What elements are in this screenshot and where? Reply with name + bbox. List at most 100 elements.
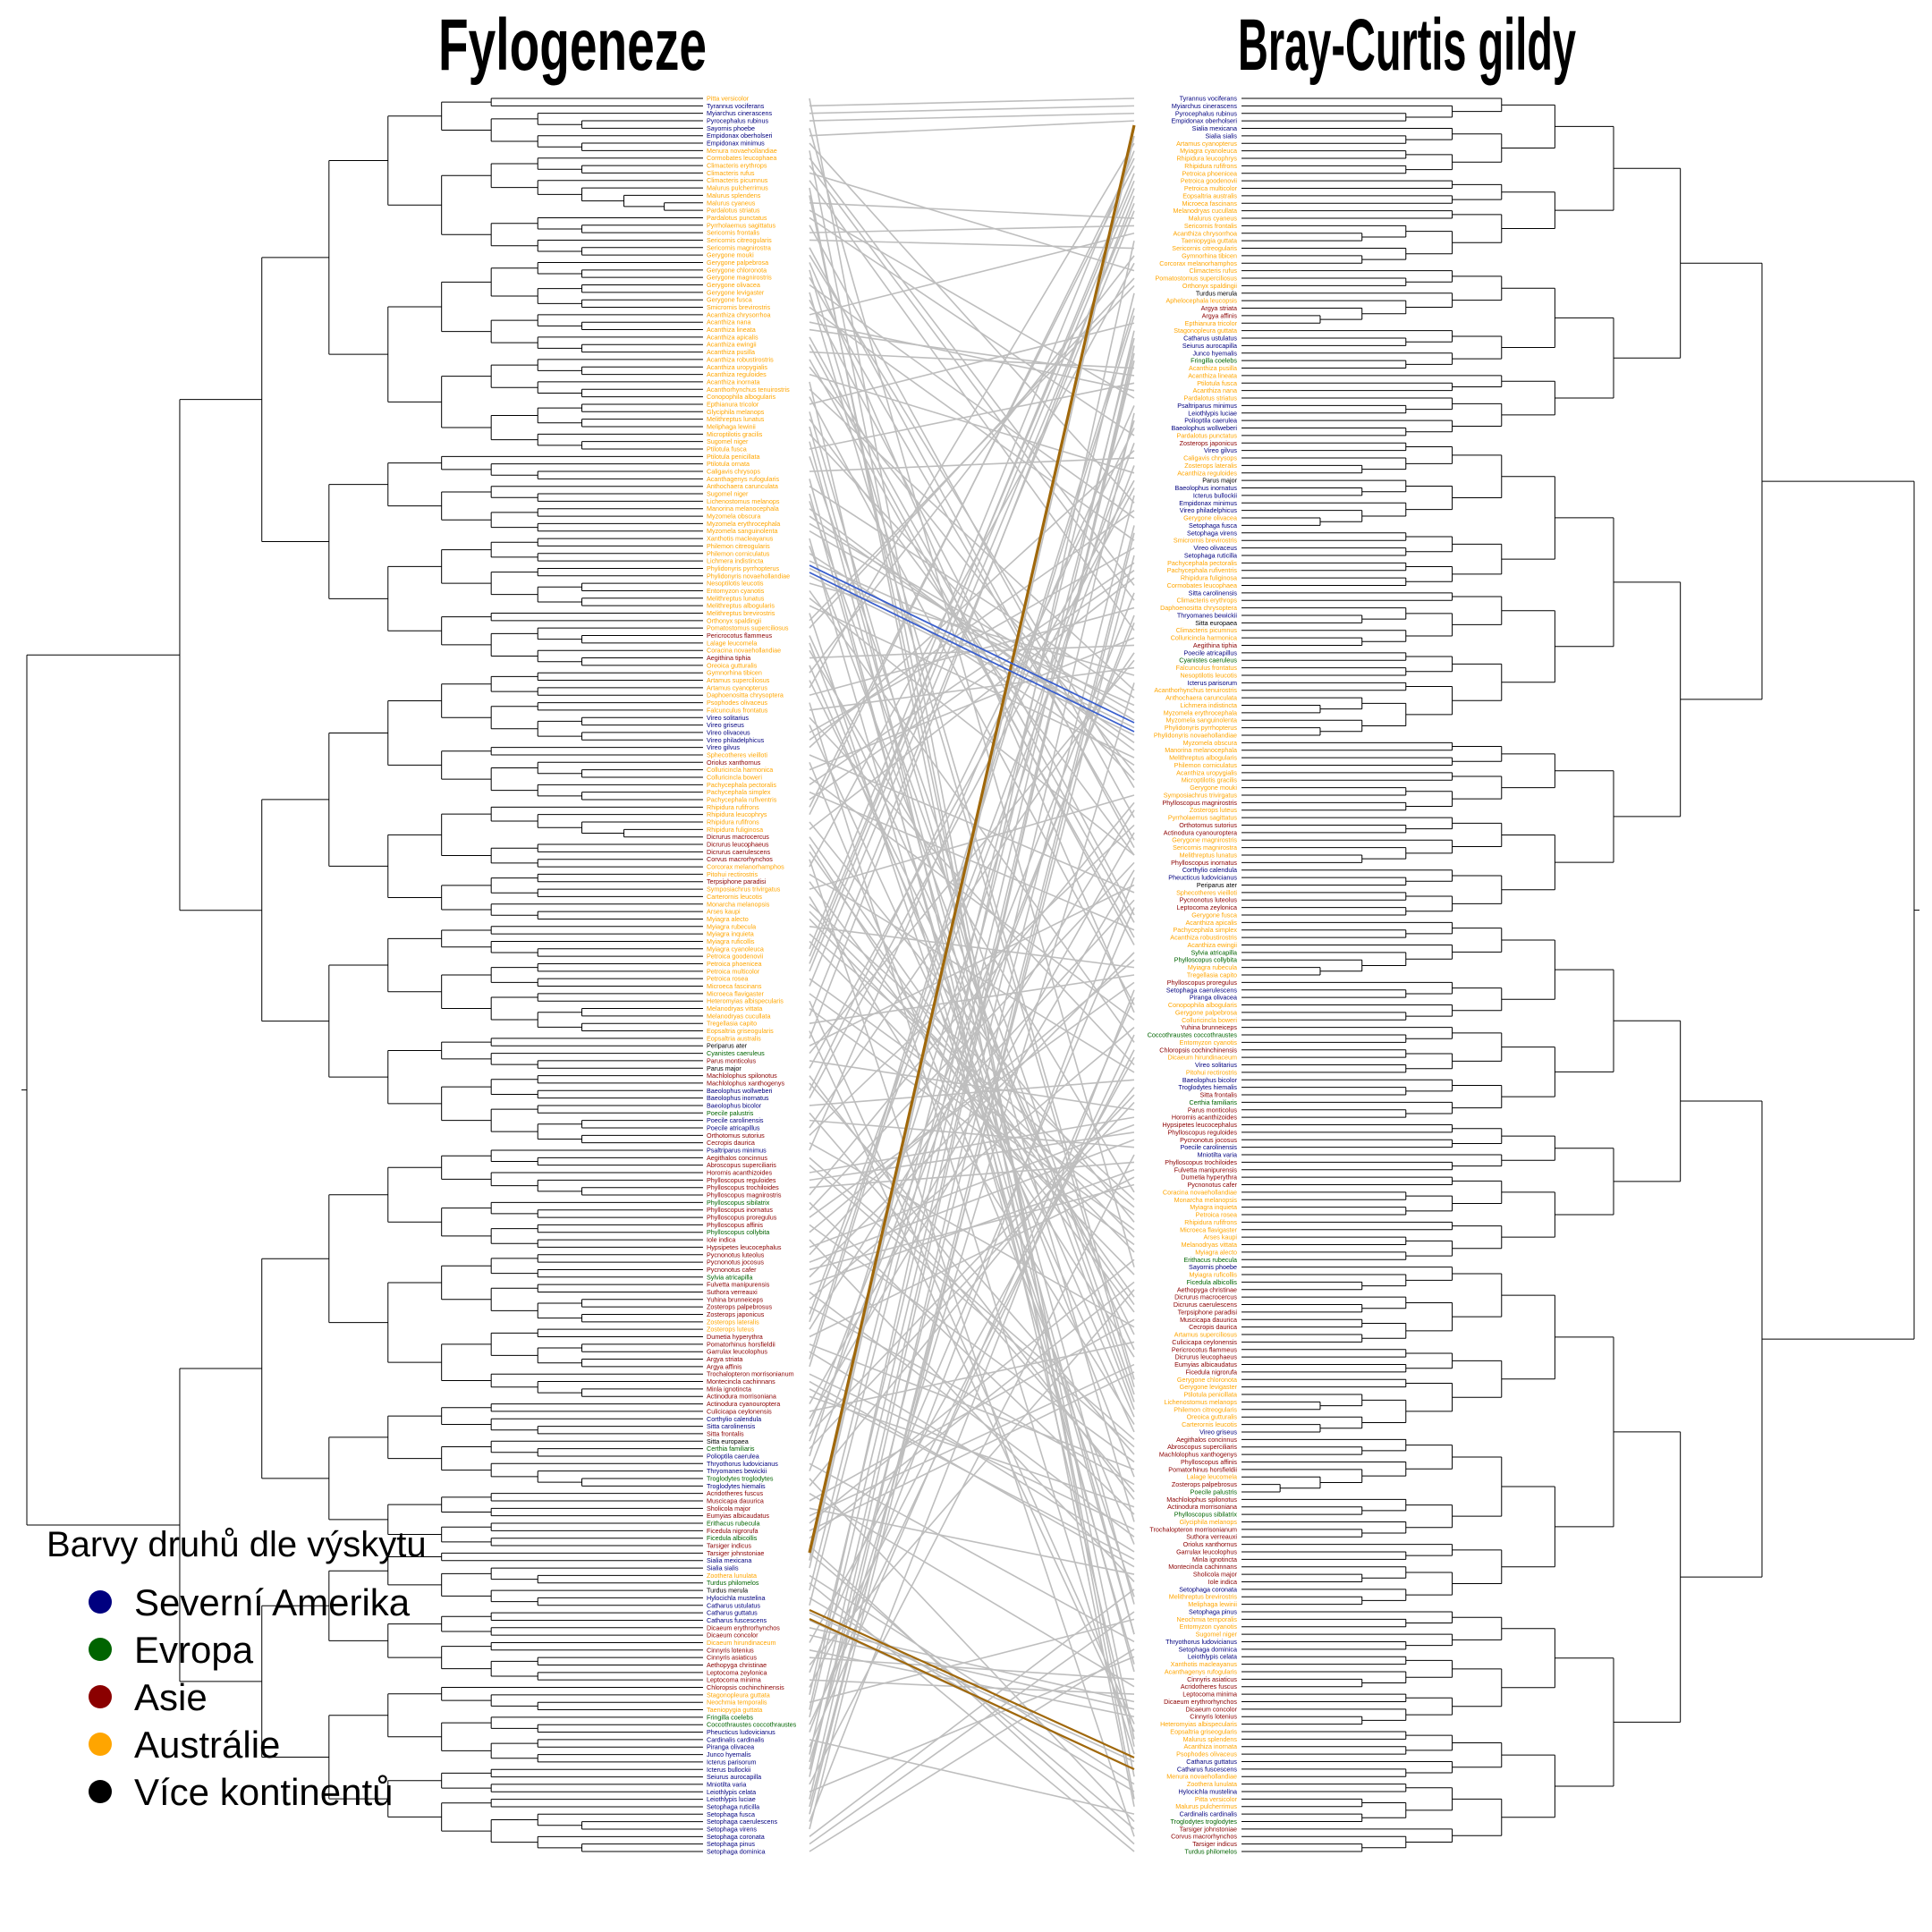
right-tip-label: Poecile carolinensis — [1180, 1143, 1237, 1151]
left-tip-label: Acanthiza robustirostris — [707, 355, 774, 363]
left-tip-label: Sericornis citreogularis — [707, 236, 772, 244]
left-tip-label: Acanthiza ewingii — [707, 341, 757, 349]
right-tip-label: Tarsiger johnstoniae — [1180, 1825, 1237, 1833]
right-tip-label: Cinnyris asiaticus — [1187, 1675, 1237, 1683]
right-tip-label: Aethopyga christinae — [1177, 1285, 1237, 1293]
left-tip-label: Culicicapa ceylonensis — [707, 1407, 772, 1415]
right-tip-label: Pycnonotus jocosus — [1180, 1136, 1237, 1144]
tip-link — [809, 187, 1135, 1807]
right-tip-label: Sialia mexicana — [1192, 124, 1237, 132]
left-tip-label: Taeniopygia guttata — [707, 1706, 762, 1714]
left-tip-label: Pycnonotus cafer — [707, 1266, 757, 1274]
right-tip-label: Garrulax leucolophus — [1176, 1547, 1237, 1555]
left-tip-label: Zoothera lunulata — [707, 1572, 757, 1580]
tip-link — [809, 592, 1135, 1427]
left-tip-label: Myiagra cyanoleuca — [707, 945, 764, 953]
left-tip-label: Hypsipetes leucocephalus — [707, 1243, 782, 1251]
right-tip-label: Artamus cyanopterus — [1176, 140, 1237, 148]
left-tip-label: Certhia familiaris — [707, 1445, 755, 1453]
left-tip-label: Pericrocotus flammeus — [707, 631, 773, 640]
right-tip-label: Myiagra alecto — [1195, 1248, 1237, 1256]
left-tip-label: Sayornis phoebe — [707, 124, 755, 132]
tip-link — [809, 172, 1135, 272]
right-tip-label: Yuhina brunneiceps — [1181, 1023, 1238, 1031]
right-tip-label: Malurus cyaneus — [1189, 215, 1238, 223]
left-tip-label: Petroica multicolor — [707, 967, 760, 975]
left-tip-label: Pycnonotus jocosus — [707, 1258, 764, 1267]
left-tip-label: Trochalopteron morrisonianum — [707, 1370, 794, 1378]
left-tip-label: Coccothraustes coccothraustes — [707, 1721, 797, 1729]
left-tip-label: Coracina novaehollandiae — [707, 647, 781, 655]
left-tip-label: Phylloscopus reguloides — [707, 1176, 776, 1184]
right-tip-label: Cyanistes caeruleus — [1179, 657, 1237, 665]
right-tip-label: Phylloscopus trochiloides — [1165, 1158, 1237, 1166]
left-tip-label: Thryomanes bewickii — [707, 1467, 767, 1475]
right-tip-label: Phylloscopus reguloides — [1167, 1128, 1237, 1136]
left-tip-label: Phylloscopus proregulus — [707, 1214, 777, 1222]
right-tip-label: Icterus parisorum — [1187, 679, 1237, 687]
left-tip-label: Sialia sialis — [707, 1564, 739, 1572]
tip-link — [809, 495, 1135, 1770]
left-tip-label: Ficedula nigrorufa — [707, 1527, 758, 1535]
right-tip-label: Lichmera indistincta — [1180, 701, 1237, 709]
tip-link — [809, 269, 1135, 1380]
highlight-link — [809, 1608, 1135, 1759]
right-tip-label: Dumetia hyperythra — [1181, 1174, 1237, 1182]
right-tip-label: Turdus philomelos — [1185, 1848, 1238, 1856]
left-tip-label: Rhipidura fuliginosa — [707, 826, 763, 834]
left-tip-label: Argya affinis — [707, 1362, 742, 1370]
right-tip-label: Acanthiza uropygialis — [1176, 768, 1237, 776]
right-tip-label: Pardalotus punctatus — [1176, 431, 1237, 439]
right-tip-label: Zoothera lunulata — [1187, 1780, 1237, 1788]
right-tip-label: Malurus pulcherrimus — [1175, 1802, 1237, 1810]
right-tip-label: Troglodytes hiemalis — [1178, 1083, 1237, 1091]
tip-link — [809, 532, 1135, 1830]
left-tip-label: Falcunculus frontatus — [707, 706, 768, 714]
right-tip-label: Symposiachrus trivirgatus — [1164, 791, 1238, 799]
right-tip-label: Vireo gilvus — [1204, 446, 1237, 454]
right-tip-label: Artamus superciliosus — [1174, 1331, 1238, 1339]
right-tip-label: Pitohui rectirostris — [1186, 1068, 1238, 1076]
right-tip-label: Zosterops lateralis — [1184, 462, 1237, 470]
right-tip-label: Acanthiza robustirostris — [1170, 934, 1237, 942]
tip-link — [809, 1371, 1135, 1532]
left-tip-label: Phylloscopus affinis — [707, 1221, 763, 1229]
right-tip-label: Turdus merula — [1196, 289, 1237, 297]
left-tip-label: Polioptila caerulea — [707, 1452, 759, 1460]
tip-link — [809, 1000, 1135, 1724]
left-tip-label: Myzomela sanguinolenta — [707, 527, 778, 535]
right-tip-label: Anthochaera carunculata — [1165, 694, 1237, 702]
right-tip-label: Vireo griseus — [1199, 1428, 1237, 1436]
left-tip-label: Rhipidura leucophrys — [707, 810, 767, 818]
left-tip-label: Petroica rosea — [707, 975, 748, 983]
right-tip-label: Corvus macrorhynchos — [1171, 1833, 1237, 1841]
left-tip-label: Acanthiza uropygialis — [707, 363, 767, 371]
right-tip-label: Falcunculus frontatus — [1176, 664, 1238, 672]
left-tip-label: Phylloscopus collybita — [707, 1228, 769, 1236]
tip-link — [809, 337, 1135, 1606]
legend-dot-north-america — [89, 1590, 112, 1614]
highlight-link — [809, 1618, 1135, 1770]
left-tip-label: Dicaeum concolor — [707, 1631, 758, 1640]
left-tip-label: Gerygone levigaster — [707, 288, 765, 296]
left-tip-label: Baeolophus bicolor — [707, 1101, 762, 1109]
right-title: Bray-Curtis gildy — [1238, 4, 1576, 86]
left-tip-label: Climacteris rufus — [707, 169, 755, 177]
right-tip-label: Myzomela erythrocephala — [1164, 708, 1237, 716]
highlight-link — [809, 572, 1135, 733]
right-tip-label: Acanthiza apicalis — [1185, 919, 1237, 927]
right-tip-label: Abroscopus superciliaris — [1167, 1443, 1237, 1451]
right-tip-label: Gerygone chloronota — [1177, 1376, 1237, 1384]
tip-link — [809, 761, 1135, 1545]
right-tip-label: Phylloscopus proregulus — [1167, 979, 1238, 987]
right-tip-label: Melanodryas cucullata — [1173, 207, 1237, 215]
tip-link — [809, 405, 1135, 1151]
left-tip-label: Turdus merula — [707, 1587, 748, 1595]
left-tip-label: Petroica goodenovii — [707, 953, 764, 961]
left-tip-label: Sitta frontalis — [707, 1429, 744, 1437]
right-dendrogram — [1241, 97, 1919, 1852]
legend-dot-multi-continent — [89, 1780, 112, 1803]
left-tip-label: Oreoica gutturalis — [707, 661, 758, 669]
